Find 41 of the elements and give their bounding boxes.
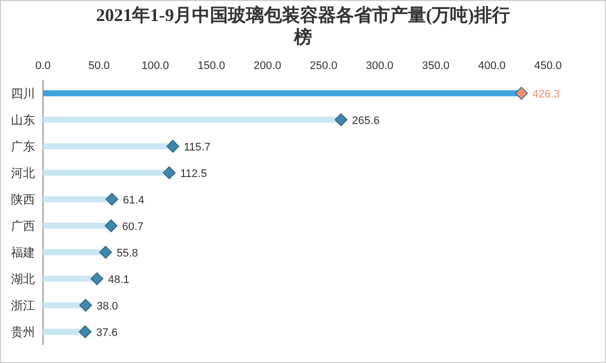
point bbox=[90, 272, 104, 286]
x-tick-label: 0.0 bbox=[35, 60, 51, 72]
x-tick-label: 350.0 bbox=[422, 60, 450, 72]
data-label: 112.5 bbox=[180, 168, 207, 180]
point bbox=[166, 140, 180, 153]
y-tick-label: 广东 bbox=[11, 139, 35, 154]
data-label: 426.3 bbox=[532, 88, 560, 100]
x-tick-label: 200.0 bbox=[254, 60, 282, 72]
y-tick-label: 湖北 bbox=[11, 272, 35, 286]
x-tick-label: 100.0 bbox=[141, 60, 169, 72]
x-tick-label: 50.0 bbox=[88, 60, 110, 72]
x-tick-label: 450.0 bbox=[534, 60, 562, 72]
y-tick-label: 四川 bbox=[11, 86, 35, 100]
point bbox=[162, 166, 176, 180]
point bbox=[99, 246, 112, 259]
point bbox=[78, 325, 92, 338]
point bbox=[334, 113, 348, 126]
data-label: 115.7 bbox=[184, 141, 211, 154]
point bbox=[104, 219, 118, 232]
data-label: 37.6 bbox=[96, 326, 118, 339]
y-tick-label: 陕西 bbox=[11, 192, 35, 206]
data-label: 55.8 bbox=[116, 247, 138, 260]
y-tick-label: 河北 bbox=[11, 166, 35, 180]
y-tick-label: 山东 bbox=[11, 112, 35, 127]
y-tick-label: 浙江 bbox=[11, 298, 35, 312]
data-label: 38.0 bbox=[96, 300, 118, 312]
x-tick-label: 300.0 bbox=[366, 60, 394, 72]
data-label: 265.6 bbox=[352, 114, 380, 127]
point bbox=[106, 192, 118, 206]
x-tick-label: 250.0 bbox=[310, 60, 338, 72]
y-tick-label: 广西 bbox=[11, 218, 35, 233]
x-tick-label: 150.0 bbox=[198, 60, 226, 72]
data-label: 60.7 bbox=[122, 220, 144, 233]
y-tick-label: 福建 bbox=[11, 245, 35, 260]
x-tick-label: 400.0 bbox=[478, 60, 506, 72]
point bbox=[515, 86, 528, 100]
data-label: 48.1 bbox=[108, 274, 130, 286]
point bbox=[79, 298, 92, 312]
data-label: 61.4 bbox=[122, 194, 144, 206]
chart-title: 2021年1-9月中国玻璃包装容器各省市产量(万吨)排行榜 bbox=[96, 5, 510, 47]
y-tick-label: 贵州 bbox=[11, 324, 35, 339]
